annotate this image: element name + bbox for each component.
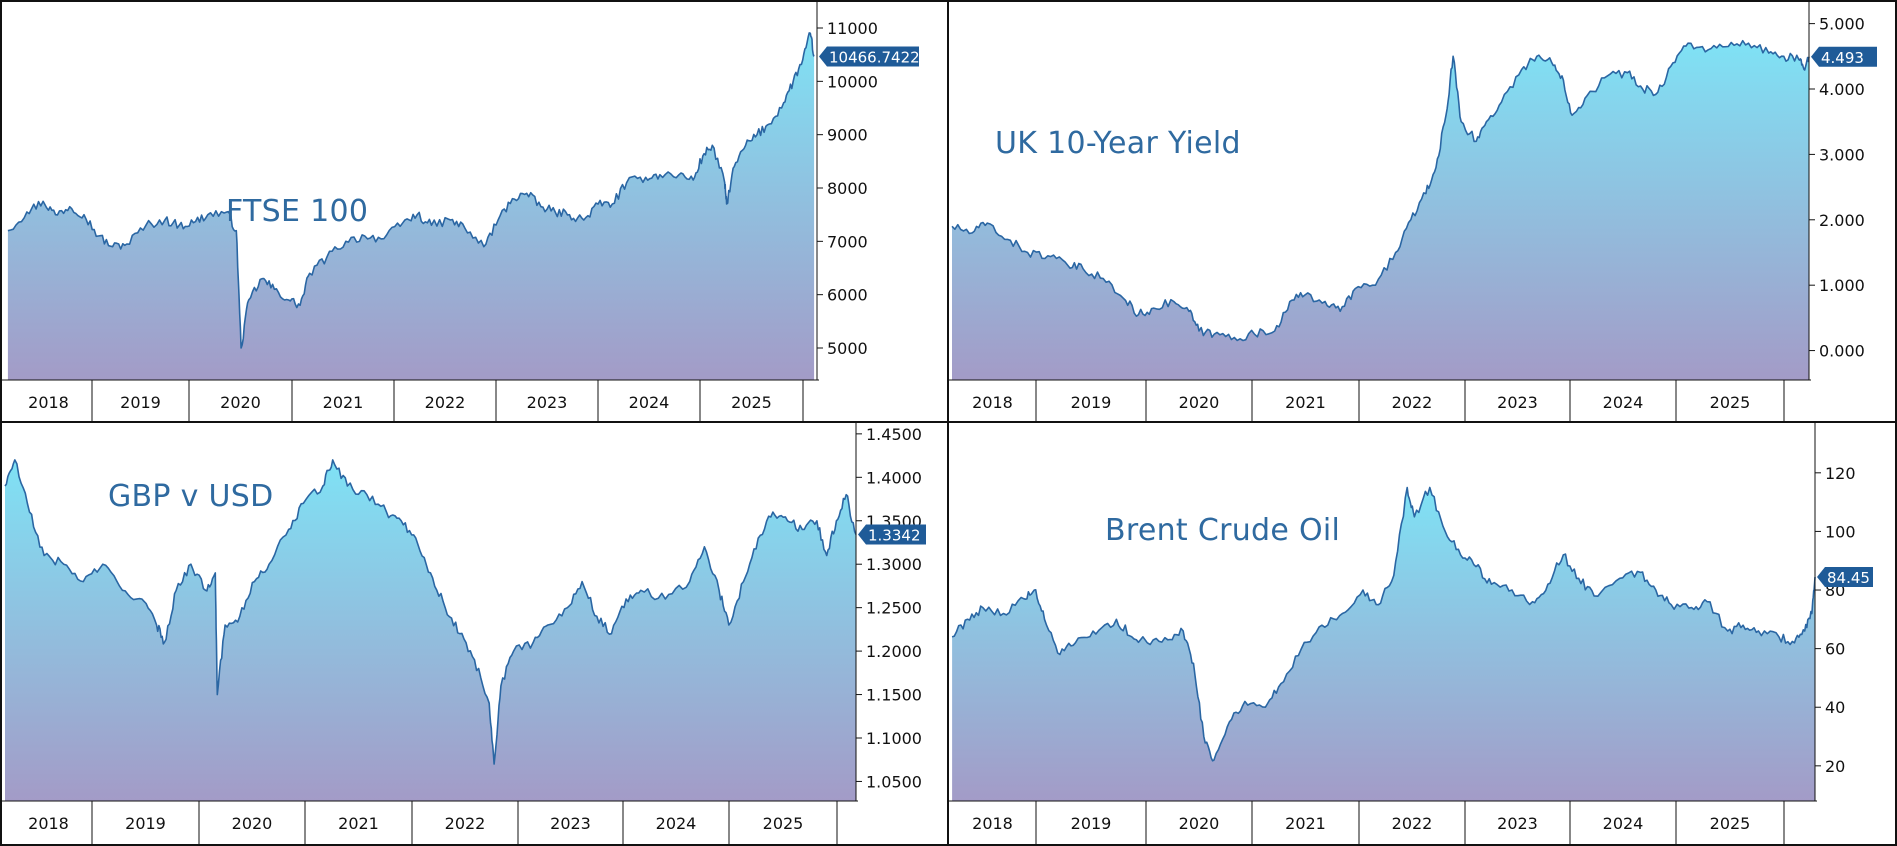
y-tick-label: 0.000 <box>1819 342 1865 361</box>
chart-panel-brent: 2018 2019 2020 2021 2022 2023 2024 2025 120 100 80… <box>947 421 1897 846</box>
last-value-badge <box>1817 566 1873 587</box>
series-area <box>952 487 1815 801</box>
y-tick-label: 3.000 <box>1819 145 1865 164</box>
y-tick-label: 4.000 <box>1819 80 1865 99</box>
x-tick-label: 2019 <box>1071 814 1112 833</box>
x-tick-label: 2020 <box>1179 814 1220 833</box>
chart-title: FTSE 100 <box>226 194 369 229</box>
series-line <box>951 39 1810 342</box>
chart-title: GBP v USD <box>108 479 274 514</box>
y-tick-label: 1.4000 <box>866 468 922 487</box>
y-tick-label: 100 <box>1825 522 1856 541</box>
series-line <box>951 486 1816 762</box>
x-tick-label: 2022 <box>1392 393 1433 412</box>
last-value-badge <box>1811 46 1877 67</box>
x-tick-label: 2022 <box>445 814 486 833</box>
x-tick-label: 2025 <box>731 393 772 412</box>
series-area <box>5 459 856 801</box>
x-tick-label: 2025 <box>1710 393 1751 412</box>
x-tick-label: 2020 <box>220 393 261 412</box>
y-tick-label: 10000 <box>827 72 878 91</box>
x-tick-label: 2025 <box>763 814 804 833</box>
x-tick-label: 2023 <box>1497 393 1538 412</box>
chart-title: Brent Crude Oil <box>1105 513 1341 548</box>
series-line <box>7 32 815 349</box>
y-tick-label: 1.1500 <box>866 686 922 705</box>
y-tick-label: 6000 <box>827 286 868 305</box>
chart-svg: 2018 2019 2020 2021 2022 2023 2024 2025 11000 100… <box>2 2 920 423</box>
y-tick-label: 1.2500 <box>866 599 922 618</box>
y-tick-label: 120 <box>1825 464 1856 483</box>
last-value-label: 1.3342 <box>868 526 921 544</box>
chart-svg: 2018 2019 2020 2021 2022 2023 2024 2025 5.000 4.0… <box>949 2 1877 423</box>
y-tick-label: 5000 <box>827 339 868 358</box>
y-tick-label: 2.000 <box>1819 211 1865 230</box>
x-tick-label: 2018 <box>28 814 69 833</box>
y-tick-label: 5.000 <box>1819 15 1865 34</box>
x-tick-label: 2024 <box>1603 393 1644 412</box>
chart-panel-uk-yield: 2018 2019 2020 2021 2022 2023 2024 2025 5.000 4.0… <box>947 0 1897 425</box>
last-value-label: 84.45 <box>1827 569 1870 587</box>
x-tick-label: 2023 <box>527 393 568 412</box>
x-tick-label: 2025 <box>1710 814 1751 833</box>
y-tick-label: 1.0500 <box>866 772 922 791</box>
chart-panel-gbp-usd: 2018 2019 2020 2021 2022 2023 2024 2025 1.4500 1.… <box>0 421 949 846</box>
x-tick-label: 2022 <box>1392 814 1433 833</box>
chart-svg: 2018 2019 2020 2021 2022 2023 2024 2025 1.4500 1.… <box>2 423 926 844</box>
y-tick-label: 1.3000 <box>866 555 922 574</box>
series-line <box>4 459 857 765</box>
x-tick-label: 2023 <box>1497 814 1538 833</box>
x-tick-label: 2019 <box>120 393 161 412</box>
y-tick-label: 20 <box>1825 757 1845 776</box>
x-tick-label: 2021 <box>338 814 379 833</box>
y-tick-label: 1.000 <box>1819 276 1865 295</box>
x-tick-label: 2018 <box>972 393 1013 412</box>
last-value-badge <box>858 524 926 545</box>
chart-svg: 2018 2019 2020 2021 2022 2023 2024 202512010080… <box>949 423 1873 844</box>
y-tick-label: 7000 <box>827 232 868 251</box>
last-value-label: 10466.7422 <box>829 48 920 66</box>
x-tick-label: 2019 <box>125 814 166 833</box>
x-tick-label: 2019 <box>1071 393 1112 412</box>
x-tick-label: 2020 <box>232 814 273 833</box>
series-area <box>7 32 815 381</box>
chart-panel-ftse: 2018 2019 2020 2021 2022 2023 2024 2025 11000 100… <box>0 0 949 425</box>
x-tick-label: 2018 <box>28 393 69 412</box>
x-tick-label: 2021 <box>1285 814 1326 833</box>
series-area <box>952 40 1809 380</box>
x-tick-label: 2024 <box>1603 814 1644 833</box>
x-tick-label: 2022 <box>425 393 466 412</box>
y-tick-label: 8000 <box>827 179 868 198</box>
y-tick-label: 1.2000 <box>866 642 922 661</box>
x-tick-label: 2024 <box>629 393 670 412</box>
x-tick-label: 2023 <box>550 814 591 833</box>
last-value-badge <box>819 46 919 67</box>
y-tick-label: 1.1000 <box>866 729 922 748</box>
chart-title: UK 10-Year Yield <box>995 126 1241 161</box>
y-tick-label: 9000 <box>827 126 868 145</box>
y-tick-label: 1.4500 <box>866 425 922 444</box>
x-tick-label: 2018 <box>972 814 1013 833</box>
x-tick-label: 2021 <box>323 393 364 412</box>
last-value-label: 4.493 <box>1821 49 1864 67</box>
y-tick-label: 40 <box>1825 698 1845 717</box>
x-tick-label: 2021 <box>1285 393 1326 412</box>
y-tick-label: 11000 <box>827 19 878 38</box>
x-tick-label: 2020 <box>1179 393 1220 412</box>
y-tick-label: 60 <box>1825 640 1845 659</box>
x-tick-label: 2024 <box>656 814 697 833</box>
